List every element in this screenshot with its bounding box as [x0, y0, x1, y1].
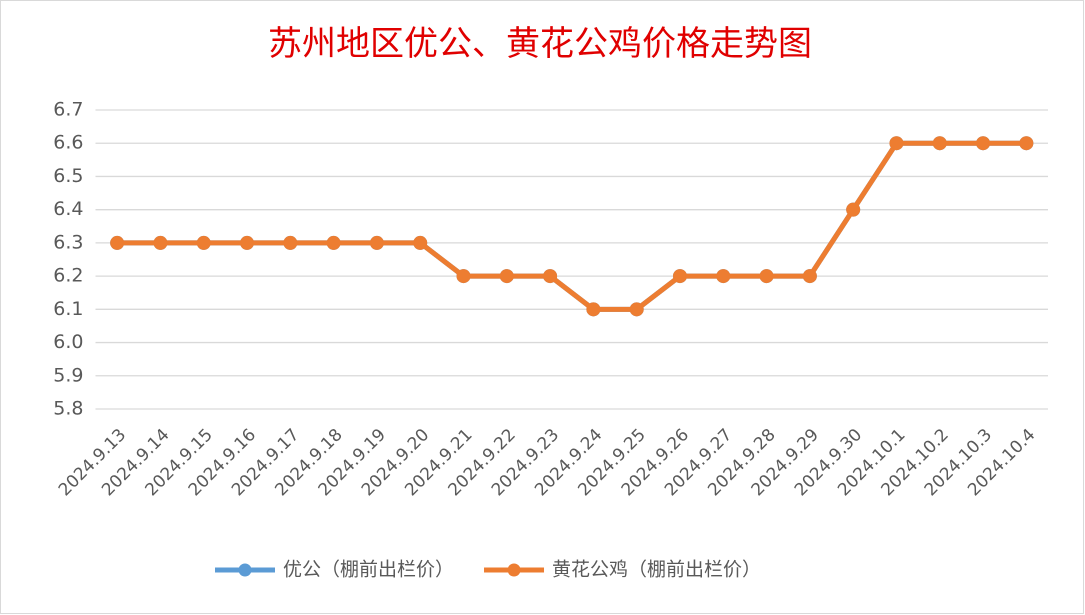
- y-tick-label: 6.0: [53, 331, 83, 353]
- y-tick-label: 6.4: [53, 198, 83, 220]
- legend-label: 优公（棚前出栏价）: [283, 559, 454, 581]
- data-point: [153, 235, 168, 250]
- data-point: [1019, 136, 1034, 151]
- data-point: [846, 202, 861, 217]
- data-point: [672, 269, 687, 284]
- series-line: [117, 140, 1027, 312]
- y-tick-label: 6.7: [53, 99, 83, 121]
- y-tick-label: 6.6: [53, 132, 83, 154]
- data-point: [240, 235, 255, 250]
- data-point: [802, 269, 817, 284]
- data-point: [889, 136, 904, 151]
- legend-label: 黄花公鸡（棚前出栏价）: [552, 559, 761, 581]
- data-point: [413, 235, 428, 250]
- data-point: [110, 235, 125, 250]
- data-point: [586, 302, 601, 317]
- data-point: [759, 269, 774, 284]
- y-tick-label: 6.2: [53, 265, 83, 287]
- data-point: [629, 302, 644, 317]
- data-point: [543, 269, 558, 284]
- chart-title: 苏州地区优公、黄花公鸡价格走势图: [268, 24, 812, 64]
- data-point: [196, 235, 211, 250]
- y-tick-label: 6.1: [53, 298, 83, 320]
- data-point: [369, 235, 384, 250]
- y-tick-label: 5.9: [53, 364, 83, 386]
- y-tick-label: 6.5: [53, 165, 83, 187]
- data-point: [932, 136, 947, 151]
- data-point: [283, 235, 298, 250]
- data-point: [456, 269, 471, 284]
- data-point: [976, 136, 991, 151]
- data-point: [716, 269, 731, 284]
- legend-marker: [507, 563, 521, 577]
- y-tick-label: 6.3: [53, 231, 83, 253]
- y-tick-label: 5.8: [53, 398, 83, 420]
- data-point: [499, 269, 514, 284]
- data-point: [326, 235, 341, 250]
- legend-marker: [238, 563, 252, 577]
